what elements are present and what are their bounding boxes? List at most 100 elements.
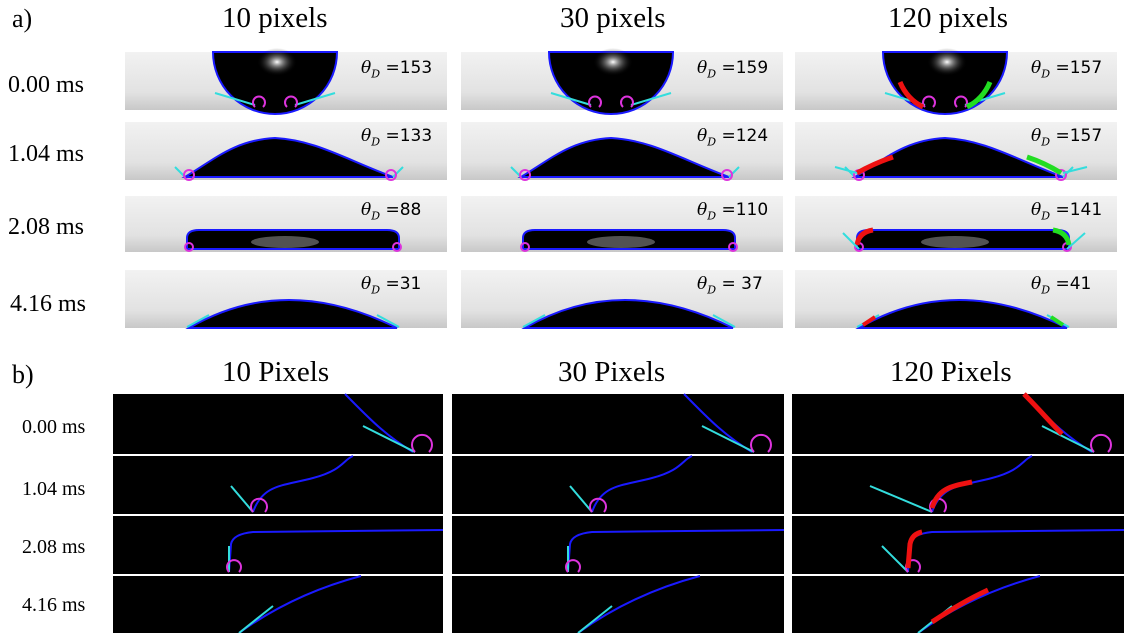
contact-angle-label: θD = 37 [697,274,763,297]
angle-arc-left [922,95,936,108]
angle-arc-left [252,95,266,108]
contact-angle-label: θD =157 [1031,126,1103,149]
contact-angle-label: θD =88 [361,200,422,223]
tangent-line-right [392,166,404,178]
angle-arc-right [385,169,397,181]
edge-contour [917,575,1041,633]
panel-b-column-header-10: 10 Pixels [222,356,330,388]
tangent-line-right [376,314,400,328]
tangent-line [362,425,416,453]
angle-arc [565,559,581,573]
angle-arc [1090,433,1112,453]
contact-angle-label: θD =159 [697,58,769,81]
angle-arc-right [728,242,738,252]
droplet-body [181,136,394,178]
contact-angle-label: θD =124 [697,126,769,149]
fit-segment [1022,392,1064,436]
droplet-reflection [587,236,655,248]
angle-arc-right [284,95,298,108]
tangent-line [230,485,254,513]
panel-a-time-0: 0.00 ms [8,72,85,98]
zoom-frame [792,516,1124,574]
zoom-frame [113,456,443,514]
fit-segment-left [861,315,877,327]
panel-b-time-2: 2.08 ms [22,536,86,558]
panel-b-column-header-120: 120 Pixels [890,356,1012,388]
angle-arc [411,433,433,453]
panel-b-label: b) [12,360,34,389]
droplet-highlight [593,48,633,76]
tangent-line-left [186,314,210,328]
edge-contour [931,455,1033,513]
contact-angle-label: θD =31 [361,274,422,297]
contact-angle-label: θD =153 [361,58,433,81]
droplet-highlight [927,48,967,76]
zoom-frame [792,394,1124,454]
edge-contour [591,455,693,513]
contact-angle-label: θD =133 [361,126,433,149]
tangent-line-right [630,92,672,106]
tangent-line [869,485,933,513]
edge-contour [567,529,785,573]
angle-arc-right [954,95,968,108]
zoom-frame [452,394,784,454]
zoom-frame [113,394,443,454]
panel-a-time-3: 4.16 ms [10,291,87,317]
panel-a-time-1: 1.04 ms [8,141,85,167]
droplet-highlight [257,48,297,76]
panel-b-time-0: 0.00 ms [22,416,86,438]
fit-segment-right [1052,227,1072,246]
tangent-line-left [550,92,592,106]
panel-b-time-1: 1.04 ms [22,478,86,500]
fit-segment-right [1049,315,1065,327]
angle-arc-right [721,169,733,181]
tangent-line [569,485,593,513]
angle-arc [226,559,242,573]
tangent-line-ext-right [1062,166,1088,174]
angle-arc [589,497,607,513]
tangent-line [238,605,274,633]
contact-angle-label: θD =141 [1031,200,1103,223]
angle-arc-left [183,169,195,181]
droplet-body [517,136,730,178]
angle-arc-right [392,242,402,252]
tangent-line [881,545,909,573]
tangent-line [701,425,755,453]
droplet-body [547,51,675,115]
fit-segment-left [897,80,925,110]
contact-angle-label: θD =157 [1031,58,1103,81]
tangent-line-left [214,92,256,106]
angle-arc [250,497,268,513]
tangent-line-ext-left [834,166,858,174]
droplet-reflection [251,236,319,248]
angle-arc [905,559,921,573]
fit-segment-left [854,227,874,246]
tangent-line [577,605,613,633]
panel-a-column-header-10: 10 pixels [222,2,328,34]
zoom-frame [452,456,784,514]
panel-b-column-header-30: 30 Pixels [558,356,666,388]
fit-segment-right [1026,154,1063,176]
angle-arc-left [184,242,194,252]
droplet-body [855,299,1068,329]
angle-arc-left [520,242,530,252]
edge-contour [238,575,362,633]
edge-contour [252,455,354,513]
edge-contour [577,575,701,633]
tangent-line-right [294,92,336,106]
zoom-frame [113,516,443,574]
tangent-line-right [1066,232,1086,250]
fit-segment-right [965,80,993,110]
edge-contour [228,529,444,573]
fit-segment [929,479,973,509]
tangent-line-right [712,314,736,328]
zoom-frame [452,516,784,574]
droplet-body [185,299,398,329]
contact-angle-label: θD =41 [1031,274,1092,297]
tangent-line-left [522,314,546,328]
panel-a-column-header-120: 120 pixels [888,2,1009,34]
panel-a-column-header-30: 30 pixels [560,2,666,34]
angle-arc-right [1055,169,1067,181]
